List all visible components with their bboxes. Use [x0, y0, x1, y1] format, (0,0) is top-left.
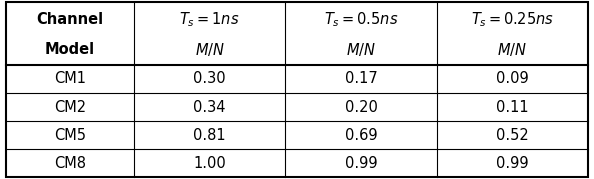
Text: 0.99: 0.99 — [345, 156, 377, 171]
Text: CM5: CM5 — [54, 128, 86, 143]
Text: Model: Model — [45, 42, 95, 57]
Text: CM2: CM2 — [54, 100, 86, 115]
Text: 0.69: 0.69 — [345, 128, 377, 143]
Text: $T_s = 0.25$ns: $T_s = 0.25$ns — [471, 11, 554, 29]
Text: $M/N$: $M/N$ — [346, 41, 376, 58]
Text: $T_s = 1$ns: $T_s = 1$ns — [179, 11, 240, 29]
Text: 0.34: 0.34 — [194, 100, 226, 115]
Text: 0.17: 0.17 — [345, 71, 377, 86]
Text: Channel: Channel — [36, 13, 103, 27]
Text: 0.11: 0.11 — [496, 100, 529, 115]
Text: 0.30: 0.30 — [194, 71, 226, 86]
Text: 0.52: 0.52 — [496, 128, 529, 143]
Text: CM8: CM8 — [54, 156, 86, 171]
Text: 0.81: 0.81 — [194, 128, 226, 143]
Text: $M/N$: $M/N$ — [497, 41, 527, 58]
Text: $T_s = 0.5$ns: $T_s = 0.5$ns — [324, 11, 399, 29]
Text: CM1: CM1 — [54, 71, 86, 86]
Text: 0.99: 0.99 — [496, 156, 529, 171]
Text: 0.09: 0.09 — [496, 71, 529, 86]
Text: 1.00: 1.00 — [193, 156, 226, 171]
Text: 0.20: 0.20 — [345, 100, 377, 115]
Text: $M/N$: $M/N$ — [195, 41, 225, 58]
